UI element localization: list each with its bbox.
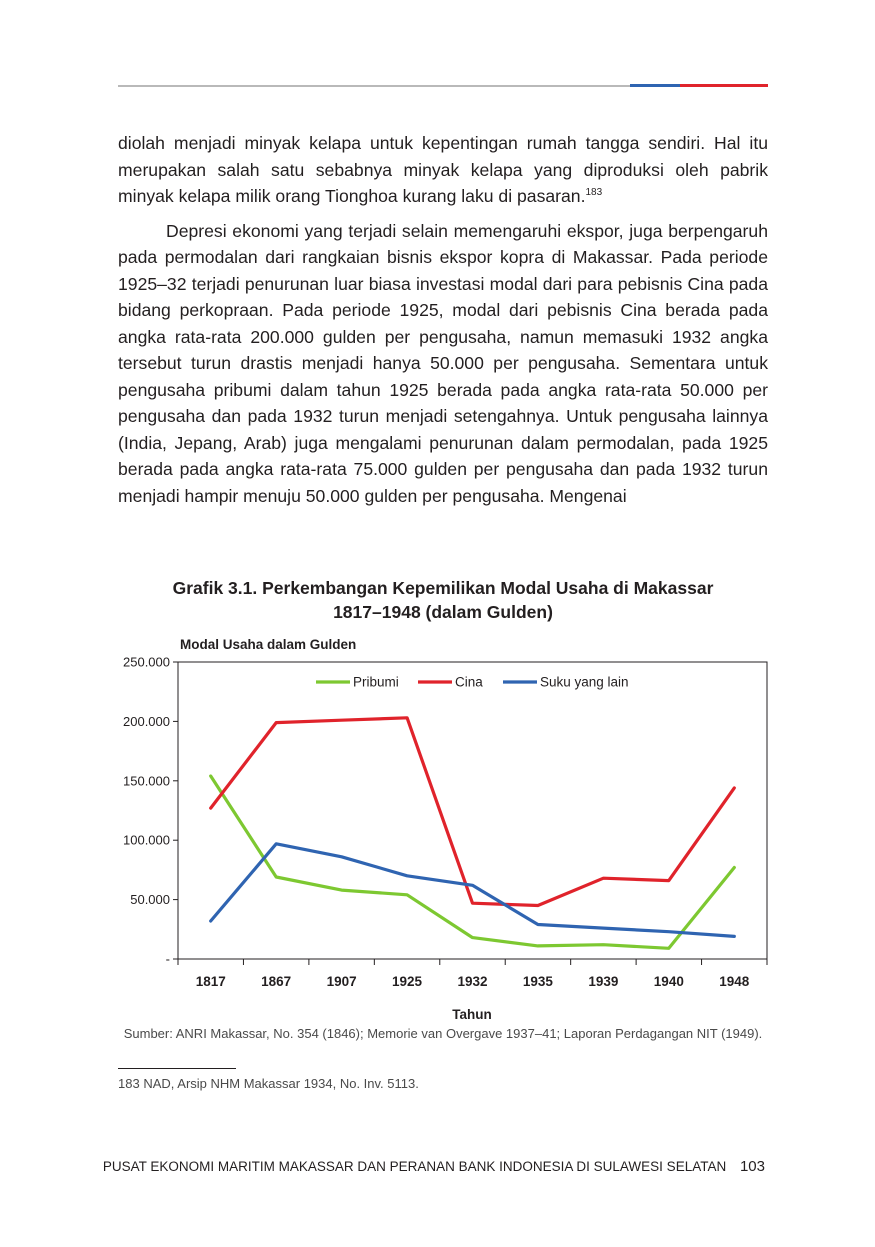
- header-rule-grey: [118, 85, 630, 87]
- figure-source: Sumber: ANRI Makassar, No. 354 (1846); M…: [123, 1026, 763, 1041]
- y-tick-label: 200.000: [123, 714, 170, 729]
- y-tick-label: 150.000: [123, 773, 170, 788]
- x-tick-label: 1925: [392, 974, 423, 989]
- plot-area: [177, 661, 768, 960]
- x-tick-label: 1867: [261, 974, 291, 989]
- x-axis-label: Tahun: [452, 1007, 492, 1022]
- legend: Pribumi Cina Suku yang lain: [316, 675, 629, 690]
- series-line-cina: [209, 716, 736, 908]
- page-number: 103: [739, 1158, 765, 1175]
- header-rule-blue: [630, 84, 680, 87]
- series-line-pribumi: [209, 774, 736, 950]
- paragraph-2: Depresi ekonomi yang terjadi selain meme…: [118, 220, 768, 506]
- paragraph-1-text: diolah menjadi minyak kelapa untuk kepen…: [118, 133, 768, 206]
- legend-label-cina: Cina: [455, 675, 483, 690]
- paragraph-1: diolah menjadi minyak kelapa untuk kepen…: [118, 130, 768, 210]
- figure-title-line-1: Grafik 3.1. Perkembangan Kepemilikan Mod…: [172, 578, 714, 598]
- footnote-183: 183 NAD, Arsip NHM Makassar 1934, No. In…: [118, 1076, 419, 1091]
- line-chart: Modal Usaha dalam Gulden - 50.000 100.000 1…: [123, 637, 768, 1022]
- x-axis: 1817 1867 1907 1925 1932 1935 1939 1940 1948: [177, 959, 768, 989]
- x-tick-label: 1940: [654, 974, 684, 989]
- x-tick-label: 1939: [588, 974, 618, 989]
- y-tick-label: 250.000: [123, 655, 170, 670]
- footnote-ref-183[interactable]: 183: [585, 187, 603, 199]
- legend-label-suku-yang-lain: Suku yang lain: [540, 675, 629, 690]
- running-title: PUSAT EKONOMI MARITIM MAKASSAR DAN PERAN…: [102, 1159, 727, 1174]
- series-lines: [209, 716, 736, 950]
- legend-label-pribumi: Pribumi: [353, 675, 399, 690]
- x-tick-label: 1907: [327, 974, 357, 989]
- x-tick-label: 1948: [719, 974, 750, 989]
- x-tick-label: 1932: [457, 974, 487, 989]
- x-tick-label: 1935: [523, 974, 554, 989]
- y-tick-label: -: [166, 952, 170, 967]
- y-axis-label: Modal Usaha dalam Gulden: [180, 637, 356, 652]
- y-axis: - 50.000 100.000 150.000 200.000 250.000: [123, 655, 178, 967]
- header-rule: [118, 84, 768, 88]
- series-line-suku-yang-lain: [209, 842, 736, 938]
- footnote-number: 183: [118, 1076, 140, 1091]
- figure-title-line-2: 1817–1948 (dalam Gulden): [333, 602, 553, 622]
- x-tick-label: 1817: [196, 974, 226, 989]
- y-tick-label: 50.000: [130, 892, 170, 907]
- body-text: diolah menjadi minyak kelapa untuk kepen…: [118, 130, 768, 517]
- figure-title: Grafik 3.1. Perkembangan Kepemilikan Mod…: [118, 576, 768, 624]
- running-footer: PUSAT EKONOMI MARITIM MAKASSAR DAN PERAN…: [103, 1158, 765, 1175]
- footnote-text: NAD, Arsip NHM Makassar 1934, No. Inv. 5…: [143, 1076, 419, 1091]
- header-rule-red: [680, 84, 768, 87]
- footnote-rule: [118, 1068, 236, 1069]
- y-tick-label: 100.000: [123, 833, 170, 848]
